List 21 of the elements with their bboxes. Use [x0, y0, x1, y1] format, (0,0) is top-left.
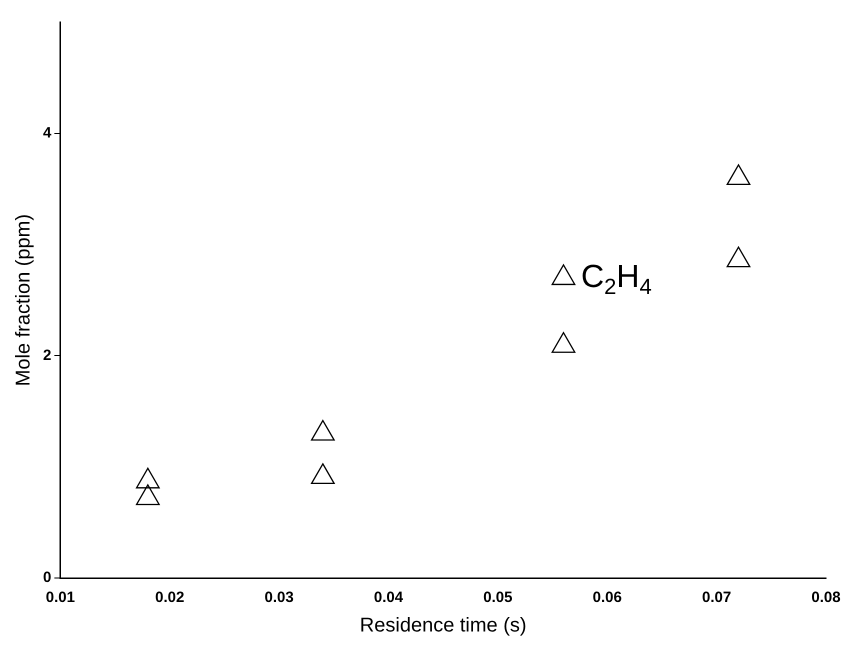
point: [552, 264, 576, 286]
x-tick-label: 0.03: [264, 589, 294, 606]
x-tick-label: 0.06: [592, 589, 622, 606]
y-tick-label: 2: [43, 346, 52, 364]
y-tick-label: 4: [43, 124, 52, 142]
y-axis-title: Mole fraction (ppm): [12, 214, 35, 386]
x-tick-label: 0.01: [46, 589, 75, 606]
x-tick-label: 0.05: [483, 589, 512, 606]
point: [136, 484, 160, 506]
y-tick-label: 0: [43, 569, 52, 586]
x-tick-label: 0.08: [811, 589, 841, 606]
point: [552, 332, 576, 353]
point: [726, 246, 750, 268]
x-tick-label: 0.07: [702, 589, 732, 606]
point: [310, 463, 335, 484]
x-tick-label: 0.02: [155, 589, 184, 606]
point: [310, 420, 335, 441]
point: [726, 164, 750, 186]
point: [136, 468, 160, 488]
x-tick-label: 0.04: [374, 589, 404, 606]
x-axis-title: Residence time (s): [360, 614, 527, 637]
